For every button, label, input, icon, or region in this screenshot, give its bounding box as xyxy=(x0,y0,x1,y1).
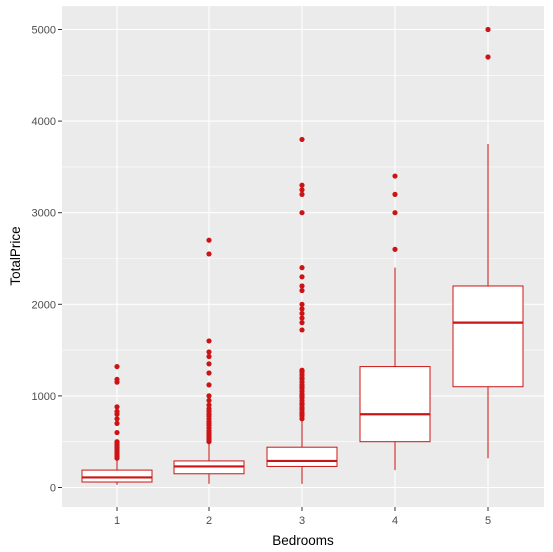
outlier-point xyxy=(485,26,491,33)
outlier-point xyxy=(114,363,120,370)
outlier-point xyxy=(299,283,305,289)
x-axis-title: Bedrooms xyxy=(272,533,334,548)
y-tick-label: 1000 xyxy=(32,391,56,403)
outlier-point xyxy=(206,251,212,257)
outlier-point xyxy=(299,315,305,321)
outlier-point xyxy=(299,182,305,188)
outlier-point xyxy=(206,382,212,388)
box-group-4 xyxy=(359,173,431,471)
box-group-3 xyxy=(266,136,338,484)
outlier-point xyxy=(299,327,305,333)
x-tick-label: 3 xyxy=(299,515,305,527)
box xyxy=(266,446,338,467)
outlier-point xyxy=(206,393,212,399)
outlier-point xyxy=(485,54,491,60)
outlier-point xyxy=(299,274,305,280)
outlier-point xyxy=(206,338,212,344)
y-tick-label: 2000 xyxy=(32,299,56,311)
outlier-point xyxy=(392,210,398,216)
box xyxy=(452,285,524,388)
outlier-point xyxy=(114,429,120,436)
outlier-point xyxy=(299,301,305,307)
outlier-point xyxy=(299,287,305,294)
outlier-point xyxy=(206,402,212,408)
outlier-point xyxy=(114,416,120,422)
x-tick-label: 2 xyxy=(206,515,212,527)
outlier-point xyxy=(114,408,120,415)
y-tick-label: 3000 xyxy=(32,208,56,220)
outlier-point xyxy=(206,406,212,412)
box-group-2 xyxy=(173,237,245,484)
outlier-point xyxy=(206,370,212,376)
x-tick-label: 1 xyxy=(114,515,120,527)
outlier-point xyxy=(299,191,305,197)
outlier-point xyxy=(206,397,212,404)
axis-layer: 0 1000 2000 3000 4000 5000 1 2 3 4 5 xyxy=(32,25,492,528)
outlier-point xyxy=(114,404,120,410)
outlier-point xyxy=(206,349,212,355)
plot-panel xyxy=(62,6,544,507)
outlier-point xyxy=(299,306,305,312)
outlier-point xyxy=(299,265,305,271)
y-tick-label: 0 xyxy=(50,483,56,495)
outlier-point xyxy=(114,439,120,445)
outlier-point xyxy=(299,367,305,373)
outlier-point xyxy=(114,420,120,426)
outlier-point xyxy=(206,353,212,360)
outlier-point xyxy=(299,320,305,326)
outlier-point xyxy=(392,246,398,252)
x-tick-label: 4 xyxy=(392,515,398,527)
y-axis-title: TotalPrice xyxy=(8,226,23,285)
box xyxy=(81,469,153,483)
box-group-1 xyxy=(81,363,153,485)
y-tick-label: 5000 xyxy=(32,25,56,37)
outlier-point xyxy=(299,310,305,317)
box-group-5 xyxy=(452,26,524,459)
outlier-point xyxy=(206,237,212,243)
outlier-point xyxy=(299,187,305,193)
outlier-point xyxy=(392,173,398,179)
box xyxy=(359,366,431,443)
outlier-point xyxy=(299,210,305,216)
x-tick-label: 5 xyxy=(485,515,491,527)
y-tick-label: 4000 xyxy=(32,116,56,128)
outlier-point xyxy=(299,136,305,143)
marks-layer xyxy=(81,26,524,485)
outlier-point xyxy=(206,361,212,367)
outlier-point xyxy=(392,191,398,197)
outlier-point xyxy=(114,376,120,383)
